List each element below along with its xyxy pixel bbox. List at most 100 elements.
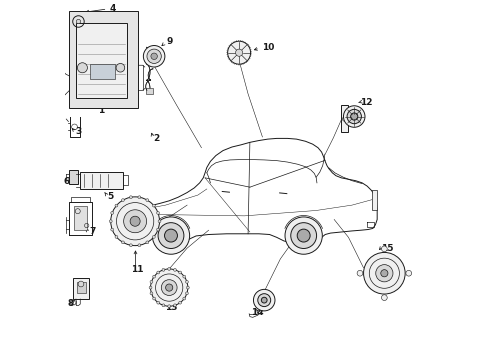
Circle shape (375, 265, 392, 282)
Text: 10: 10 (261, 43, 273, 52)
Circle shape (76, 19, 81, 24)
Circle shape (253, 289, 274, 311)
Circle shape (155, 274, 183, 301)
Circle shape (173, 304, 176, 307)
Text: 5: 5 (107, 192, 113, 201)
Text: 14: 14 (250, 308, 263, 317)
Circle shape (115, 235, 118, 238)
Circle shape (116, 63, 124, 72)
Circle shape (152, 204, 155, 207)
Circle shape (261, 297, 266, 303)
Circle shape (183, 297, 185, 300)
Circle shape (152, 297, 155, 300)
Circle shape (227, 41, 250, 64)
Circle shape (350, 113, 357, 120)
Circle shape (109, 220, 112, 223)
Circle shape (363, 252, 405, 294)
Circle shape (116, 203, 153, 240)
Circle shape (111, 228, 113, 231)
Circle shape (178, 271, 181, 274)
Bar (371, 190, 376, 211)
Text: 2: 2 (153, 134, 160, 143)
Circle shape (78, 281, 83, 287)
Circle shape (185, 280, 188, 283)
Circle shape (285, 217, 322, 254)
Bar (90, 64, 115, 78)
Circle shape (123, 210, 146, 233)
Circle shape (346, 109, 361, 124)
Bar (340, 105, 348, 132)
Circle shape (121, 241, 124, 244)
Circle shape (158, 223, 183, 248)
Circle shape (164, 229, 177, 242)
Circle shape (165, 284, 172, 291)
Circle shape (156, 228, 159, 231)
Circle shape (145, 199, 148, 202)
Text: 3: 3 (76, 127, 82, 136)
Circle shape (152, 235, 155, 238)
Circle shape (405, 270, 411, 276)
Circle shape (149, 286, 152, 289)
Circle shape (162, 304, 164, 307)
Circle shape (356, 270, 362, 276)
Circle shape (167, 267, 170, 270)
Circle shape (129, 244, 132, 247)
Circle shape (381, 246, 386, 252)
Circle shape (290, 223, 316, 248)
Circle shape (297, 229, 309, 242)
Text: 1: 1 (98, 105, 104, 114)
Circle shape (152, 275, 155, 278)
Circle shape (77, 63, 87, 73)
Circle shape (173, 269, 176, 271)
Circle shape (158, 220, 161, 223)
Circle shape (162, 269, 164, 271)
Circle shape (157, 271, 160, 274)
Bar (74, 206, 86, 230)
Circle shape (381, 295, 386, 301)
Bar (145, 88, 153, 94)
Circle shape (150, 269, 187, 306)
Circle shape (110, 197, 159, 246)
Circle shape (130, 216, 140, 226)
Bar (76, 23, 126, 98)
Circle shape (121, 199, 124, 202)
Circle shape (152, 217, 189, 254)
Text: 6: 6 (64, 177, 70, 186)
Circle shape (167, 305, 170, 308)
Circle shape (145, 241, 148, 244)
Circle shape (111, 211, 113, 214)
Circle shape (138, 196, 141, 199)
Text: 9: 9 (165, 37, 172, 46)
Circle shape (186, 286, 189, 289)
Circle shape (157, 301, 160, 304)
Circle shape (343, 106, 364, 127)
Bar (73, 278, 89, 299)
Circle shape (183, 275, 185, 278)
FancyBboxPatch shape (69, 12, 138, 108)
Circle shape (161, 280, 177, 296)
Circle shape (368, 258, 399, 288)
Circle shape (143, 45, 164, 67)
Circle shape (156, 211, 159, 214)
Circle shape (150, 280, 153, 283)
Circle shape (151, 53, 157, 59)
Text: 7: 7 (89, 228, 95, 237)
Text: 13: 13 (164, 303, 177, 312)
Circle shape (147, 49, 161, 63)
Text: 8: 8 (67, 299, 74, 308)
Circle shape (129, 196, 132, 199)
Bar (69, 170, 78, 184)
Circle shape (235, 49, 242, 56)
Circle shape (150, 292, 153, 295)
Text: 11: 11 (130, 265, 143, 274)
Bar (80, 172, 122, 189)
Circle shape (178, 301, 181, 304)
Circle shape (257, 294, 270, 307)
Circle shape (138, 244, 141, 247)
Circle shape (115, 204, 118, 207)
Text: 15: 15 (380, 244, 393, 253)
Bar (77, 282, 85, 293)
Text: 12: 12 (360, 98, 372, 107)
Circle shape (380, 270, 387, 277)
Circle shape (185, 292, 188, 295)
